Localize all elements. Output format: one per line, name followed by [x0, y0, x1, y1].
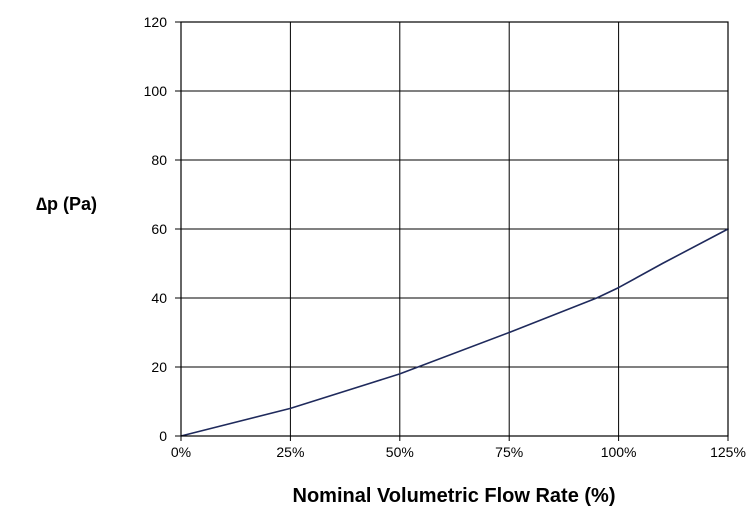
- y-tick-label: 40: [151, 290, 167, 306]
- y-tick-label: 20: [151, 359, 167, 375]
- x-tick-labels: 0% 25% 50% 75% 100% 125%: [171, 444, 746, 460]
- plot-frame: [180, 21, 729, 437]
- x-tick-label: 125%: [710, 444, 746, 460]
- plot-border: [180, 21, 729, 437]
- x-tick-label: 75%: [495, 444, 523, 460]
- y-tick-label: 120: [144, 14, 168, 30]
- series-line: [180, 228, 729, 437]
- y-tick-label: 100: [144, 83, 168, 99]
- x-tick-label: 0%: [171, 444, 191, 460]
- series-layer: [180, 228, 729, 437]
- x-tick-label: 50%: [386, 444, 414, 460]
- grid: [175, 21, 729, 441]
- y-tick-label: 80: [151, 152, 167, 168]
- y-tick-label: 60: [151, 221, 167, 237]
- x-tick-label: 25%: [276, 444, 304, 460]
- y-axis-label: ∆p (Pa): [36, 194, 97, 214]
- y-tick-label: 0: [159, 428, 167, 444]
- x-axis-label: Nominal Volumetric Flow Rate (%): [293, 485, 616, 507]
- x-tick-label: 100%: [601, 444, 637, 460]
- y-tick-labels: 0 20 40 60 80 100 120: [144, 14, 168, 444]
